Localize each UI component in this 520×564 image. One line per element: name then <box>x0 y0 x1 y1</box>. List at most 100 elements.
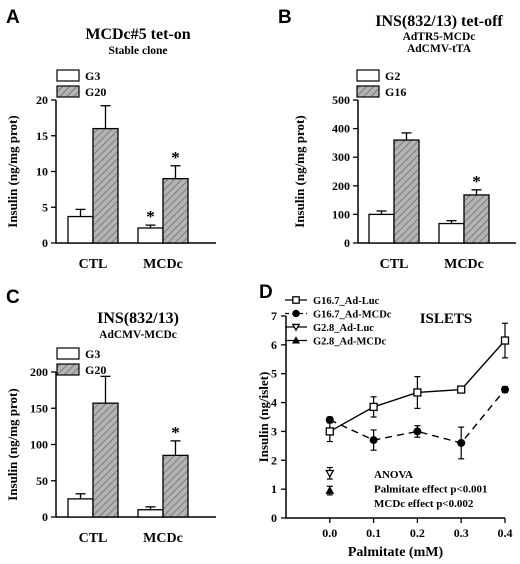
bar <box>162 177 189 244</box>
panel-a-subtitle: Stable clone <box>108 45 167 57</box>
legend-item: G16.7_Ad-Luc <box>285 296 380 307</box>
series-2 <box>325 466 335 480</box>
y-tick-label: 20 <box>36 93 48 107</box>
y-tick-label: 7 <box>271 309 277 323</box>
legend-marker <box>292 296 300 304</box>
data-point <box>413 388 422 397</box>
legend-swatch <box>356 85 380 98</box>
legend-label: G3 <box>85 69 100 83</box>
significance-star: * <box>472 172 481 191</box>
bar <box>92 402 119 518</box>
bar <box>67 498 94 518</box>
x-category-label: CTL <box>79 257 108 272</box>
y-axis-label: Insulin (ng/mg prot) <box>5 115 20 227</box>
x-tick-label: 0.3 <box>454 526 469 540</box>
y-tick-label: 6 <box>271 338 277 352</box>
panel-label-d: D <box>259 282 273 303</box>
anova-annotation-line: Palmitate effect p<0.001 <box>374 484 487 496</box>
x-tick-label: 0.4 <box>498 526 513 540</box>
legend-label: G2 <box>385 69 400 83</box>
panel-c: C INS(832/13) AdCMV-MCDc 0 50 100 150 200 Insuli… <box>5 287 216 546</box>
y-tick-label: 50 <box>36 474 48 488</box>
series-3 <box>325 485 335 496</box>
data-point <box>369 402 378 412</box>
y-tick-label: 0 <box>42 510 48 524</box>
y-tick-label: 2 <box>271 453 277 467</box>
legend-item: G2.8_Ad-MCDc <box>285 336 387 348</box>
legend-swatch <box>356 69 380 82</box>
legend-marker <box>291 323 301 332</box>
x-tick-label: 0.0 <box>322 526 337 540</box>
legend-marker <box>292 309 300 318</box>
series-line <box>329 389 506 444</box>
legend-label: G20 <box>85 85 106 99</box>
panel-label-a: A <box>6 7 20 28</box>
y-tick-label: 0 <box>271 511 277 525</box>
x-category-label: MCDc <box>143 257 183 272</box>
bar <box>137 509 164 518</box>
panel-b-subtitle-1: AdCMV-tTA <box>407 43 472 55</box>
y-tick-label: 200 <box>332 179 350 193</box>
legend-swatch <box>56 347 80 360</box>
y-tick-label: 100 <box>332 207 350 221</box>
x-category-label: CTL <box>79 531 108 546</box>
series-0 <box>325 322 510 443</box>
y-tick-label: 5 <box>42 200 48 214</box>
legend-swatch <box>56 363 80 376</box>
data-point <box>500 336 510 345</box>
data-point <box>457 438 466 447</box>
significance-star: * <box>171 148 180 167</box>
significance-star: * <box>171 423 180 442</box>
data-point <box>325 486 335 494</box>
data-point <box>325 427 334 436</box>
legend-label: G16 <box>385 85 406 99</box>
legend-label: G20 <box>85 363 106 377</box>
x-tick-label: 0.1 <box>366 526 381 540</box>
x-axis-label: Palmitate (mM) <box>348 545 444 560</box>
panel-b-subtitle-0: AdTR5-MCDc <box>403 31 476 43</box>
y-tick-label: 300 <box>332 150 350 164</box>
legend-label: G2.8_Ad-MCDc <box>313 337 387 348</box>
legend-label: G2.8_Ad-Luc <box>313 323 374 334</box>
legend-label: G3 <box>85 347 100 361</box>
panel-b-title: INS(832/13) tet-off <box>375 13 503 30</box>
y-tick-label: 15 <box>36 129 48 143</box>
y-tick-label: 0 <box>42 236 48 250</box>
panel-a-title: MCDc#5 tet-on <box>85 26 190 43</box>
x-category-label: MCDc <box>444 257 484 272</box>
y-tick-label: 5 <box>271 367 277 381</box>
anova-annotation-line: ANOVA <box>374 469 413 481</box>
panel-d: D ISLETS 0 1 2 3 4 5 6 7 0.0 0.1 0.2 0.3 0.4 Palmitate … <box>256 282 513 560</box>
data-point <box>501 385 509 394</box>
y-tick-label: 4 <box>271 396 277 410</box>
anova-annotation-line: MCDc effect p<0.002 <box>374 498 474 510</box>
data-point <box>325 469 335 479</box>
panel-c-title: INS(832/13) <box>97 310 179 327</box>
y-axis-label: Insulin (ng/islet) <box>256 372 271 463</box>
bar <box>463 194 490 244</box>
panel-label-c: C <box>6 287 20 308</box>
legend-label: G16.7_Ad-Luc <box>313 296 380 307</box>
legend-swatch <box>56 85 80 98</box>
legend-swatch <box>56 69 80 82</box>
y-tick-label: 3 <box>271 424 277 438</box>
x-tick-label: 0.2 <box>410 526 425 540</box>
y-tick-label: 150 <box>30 401 48 415</box>
y-tick-label: 200 <box>30 365 48 379</box>
bar <box>92 127 119 244</box>
data-point <box>325 415 334 424</box>
significance-star: * <box>146 207 155 226</box>
legend-label: G16.7_Ad-MCDc <box>313 310 392 321</box>
bar <box>438 222 465 244</box>
panel-c-subtitle: AdCMV-MCDc <box>99 329 177 341</box>
data-point <box>413 427 422 436</box>
legend-item: G16.7_Ad-MCDc <box>285 310 392 321</box>
bar <box>393 139 420 244</box>
data-point <box>457 385 466 394</box>
y-tick-label: 500 <box>332 93 350 107</box>
panel-label-b: B <box>278 7 292 28</box>
y-tick-label: 10 <box>36 165 48 179</box>
panel-d-title: ISLETS <box>420 311 473 327</box>
